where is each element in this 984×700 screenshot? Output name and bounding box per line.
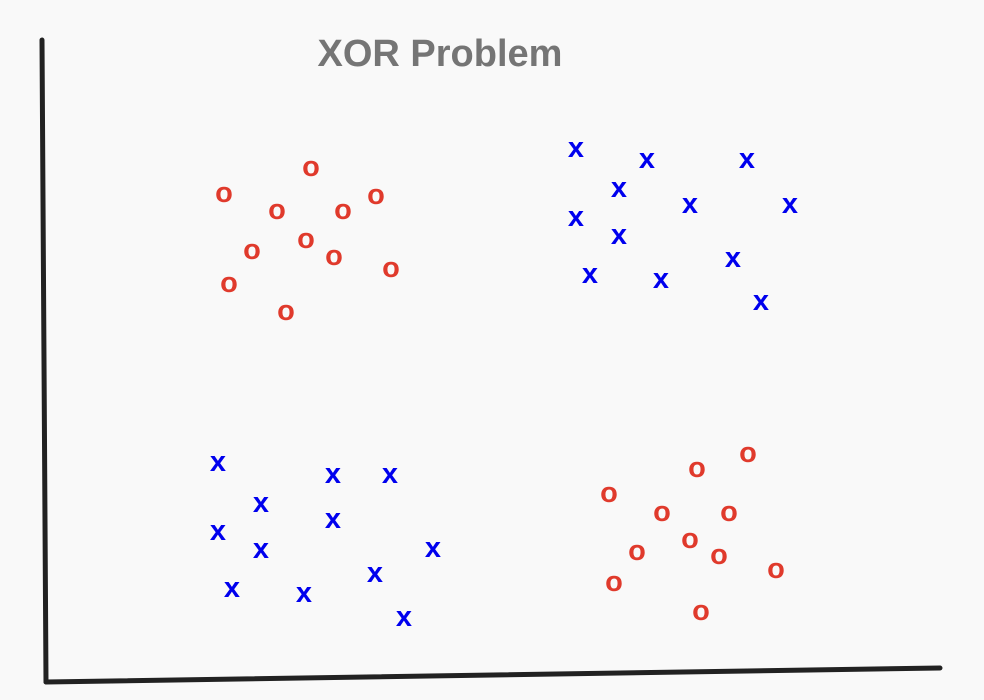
point-o-mark: o: [302, 151, 320, 183]
point-x-mark: x: [396, 601, 412, 633]
point-o-mark: o: [653, 496, 671, 528]
point-x-mark: x: [582, 258, 598, 290]
point-x-mark: x: [253, 533, 269, 565]
point-x-mark: x: [782, 188, 798, 220]
point-x-mark: x: [568, 132, 584, 164]
point-o-mark: o: [692, 595, 710, 627]
x-axis: [43, 665, 943, 685]
point-x-mark: x: [382, 458, 398, 490]
point-x-mark: x: [325, 458, 341, 490]
point-x-mark: x: [611, 172, 627, 204]
cluster-bottom-left: x x xx xxx xxx xx: [210, 446, 441, 633]
point-o-mark: o: [268, 194, 286, 226]
point-o-mark: o: [600, 477, 618, 509]
y-axis: [39, 37, 49, 685]
point-o-mark: o: [334, 194, 352, 226]
point-o-mark: o: [215, 177, 233, 209]
point-x-mark: x: [653, 263, 669, 295]
point-x-mark: x: [425, 532, 441, 564]
point-o-mark: o: [243, 234, 261, 266]
point-x-mark: x: [367, 557, 383, 589]
point-o-mark: o: [688, 452, 706, 484]
point-x-mark: x: [611, 219, 627, 251]
point-x-mark: x: [296, 577, 312, 609]
point-o-mark: o: [605, 566, 623, 598]
point-x-mark: x: [682, 188, 698, 220]
point-o-mark: o: [382, 252, 400, 284]
point-x-mark: x: [325, 503, 341, 535]
diagram-title: XOR Problem: [318, 33, 563, 75]
point-o-mark: o: [220, 267, 238, 299]
point-x-mark: x: [253, 487, 269, 519]
point-o-mark: o: [297, 223, 315, 255]
point-x-mark: x: [568, 201, 584, 233]
point-x-mark: x: [210, 446, 226, 478]
point-x-mark: x: [725, 242, 741, 274]
point-o-mark: o: [325, 240, 343, 272]
point-x-mark: x: [739, 143, 755, 175]
point-o-mark: o: [710, 539, 728, 571]
point-o-mark: o: [277, 295, 295, 327]
point-x-mark: x: [210, 515, 226, 547]
point-o-mark: o: [681, 523, 699, 555]
cluster-top-left: ooo o ooo o ooo: [215, 151, 400, 327]
point-x-mark: x: [224, 572, 240, 604]
point-o-mark: o: [720, 496, 738, 528]
point-o-mark: o: [767, 553, 785, 585]
point-o-mark: o: [628, 535, 646, 567]
point-x-mark: x: [753, 285, 769, 317]
point-o-mark: o: [739, 437, 757, 469]
point-x-mark: x: [639, 143, 655, 175]
point-o-mark: o: [367, 179, 385, 211]
